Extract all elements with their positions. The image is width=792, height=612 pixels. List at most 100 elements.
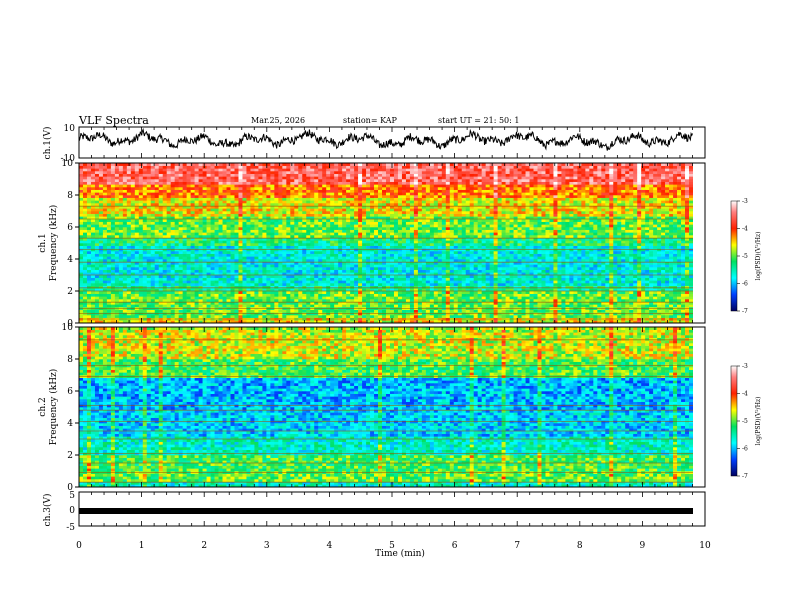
spectrogram-cell <box>218 264 223 268</box>
spectrogram-cell <box>258 168 263 172</box>
spectrogram-cell <box>322 288 327 292</box>
spectrogram-cell <box>82 179 88 182</box>
spectrogram-cell <box>166 165 171 169</box>
spectrogram-cell <box>94 296 100 300</box>
spectrogram-cell <box>246 283 251 286</box>
spectrogram-cell <box>346 256 351 260</box>
spectrogram-cell <box>282 264 287 268</box>
spectrogram-cell <box>126 189 132 193</box>
spectrogram-cell <box>358 280 363 284</box>
spectrogram-cell <box>310 203 315 206</box>
spectrogram-cell <box>190 272 195 276</box>
spectrogram-cell <box>194 245 199 249</box>
spectrogram-cell <box>242 320 247 324</box>
spectrogram-cell <box>242 237 247 241</box>
spectrogram-cell <box>298 221 303 225</box>
spectrogram-cell <box>86 192 92 196</box>
spectrogram-cell <box>262 277 267 281</box>
spectrogram-cell <box>86 203 92 206</box>
spectrogram-cell <box>258 253 263 257</box>
spectrogram-cell <box>326 245 331 249</box>
spectrogram-cell <box>314 227 319 230</box>
spectrogram-cell <box>362 272 367 276</box>
spectrogram-cell <box>102 219 108 222</box>
spectrogram-cell <box>122 171 128 174</box>
spectrogram-cell <box>118 253 124 257</box>
spectrogram-cell <box>382 264 387 268</box>
spectrogram-cell <box>134 248 140 252</box>
spectrogram-cell <box>298 240 303 244</box>
spectrogram-cell <box>98 181 104 185</box>
spectrogram-cell <box>358 275 363 278</box>
spectrogram-cell <box>126 205 132 209</box>
spectrogram-cell <box>110 261 116 265</box>
spectrogram-cell <box>354 272 359 276</box>
spectrogram-cell <box>158 184 164 188</box>
spectrogram-cell <box>102 272 108 276</box>
spectrogram-cell <box>210 200 215 204</box>
spectrogram-cell <box>206 280 211 284</box>
spectrogram-cell <box>114 173 120 177</box>
spectrogram-cell <box>202 264 207 268</box>
spectrogram-cell <box>130 288 136 292</box>
spectrogram-cell <box>282 224 287 228</box>
spectrogram-cell <box>186 320 191 324</box>
spectrogram-cell <box>238 205 243 209</box>
spectrogram-cell <box>86 245 92 249</box>
spectrogram-cell <box>194 277 199 281</box>
spectrogram-cell <box>134 205 140 209</box>
spectrogram-cell <box>102 251 108 254</box>
spectrogram-cell <box>370 304 375 308</box>
spectrogram-cell <box>106 221 112 225</box>
spectrogram-cell <box>134 251 140 254</box>
spectrogram-cell <box>393 291 399 294</box>
spectrogram-cell <box>290 259 295 262</box>
spectrogram-cell <box>246 320 251 324</box>
spectrogram-cell <box>170 165 175 169</box>
spectrogram-cell <box>354 216 359 220</box>
spectrogram-cell <box>178 251 183 254</box>
spectrogram-cell <box>338 296 343 300</box>
spectrogram-cell <box>82 315 88 318</box>
spectrogram-cell <box>134 165 140 169</box>
spectrogram-cell <box>178 184 183 188</box>
spectrogram-cell <box>118 200 124 204</box>
spectrogram-cell <box>234 240 239 244</box>
spectrogram-cell <box>162 176 168 180</box>
spectrogram-cell <box>198 277 203 281</box>
spectrogram-cell <box>86 235 92 238</box>
spectrogram-cell <box>182 181 187 185</box>
spectrogram-cell <box>338 195 343 198</box>
spectrogram-cell <box>234 179 239 182</box>
spectrogram-cell <box>190 184 195 188</box>
spectrogram-cell <box>386 197 391 201</box>
spectrogram-cell <box>294 291 299 294</box>
spectrogram-cell <box>190 253 195 257</box>
spectrogram-cell <box>370 195 375 198</box>
spectrogram-cell <box>262 267 267 270</box>
spectrogram-cell <box>242 253 247 257</box>
spectrogram-cell <box>302 285 307 289</box>
spectrogram-cell <box>346 280 351 284</box>
spectrogram-cell <box>202 227 207 230</box>
spectrogram-cell <box>346 200 351 204</box>
spectrogram-cell <box>342 283 347 286</box>
spectrogram-cell <box>334 240 339 244</box>
spectrogram-cell <box>318 320 323 324</box>
spectrogram-cell <box>218 165 223 169</box>
spectrogram-cell <box>258 304 263 308</box>
spectrogram-cell <box>218 176 223 180</box>
spectrogram-cell <box>222 192 227 196</box>
spectrogram-cell <box>154 219 160 222</box>
spectrogram-cell <box>198 205 203 209</box>
spectrogram-cell <box>198 309 203 313</box>
spectrogram-cell <box>158 253 164 257</box>
spectrogram-cell <box>146 176 152 180</box>
spectrogram-cell <box>378 179 383 182</box>
spectrogram-cell <box>186 211 191 214</box>
spectrogram-cell <box>79 259 84 262</box>
spectrogram-cell <box>282 304 287 308</box>
spectrogram-cell <box>94 315 100 318</box>
spectrogram-cell <box>358 243 363 246</box>
spectrogram-cell <box>118 168 124 172</box>
